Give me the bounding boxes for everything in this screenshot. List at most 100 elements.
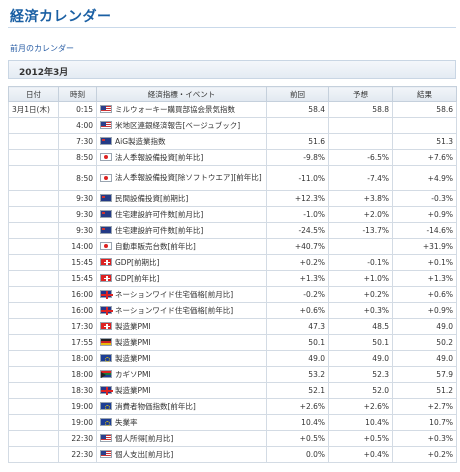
header-date[interactable]: 日付 (8, 86, 59, 102)
event-name[interactable]: 住宅建設許可件数[前年比] (115, 226, 204, 235)
time-cell: 22:30 (58, 446, 97, 463)
result-value: +0.3% (392, 430, 457, 447)
date-cell (8, 382, 59, 399)
header-event[interactable]: 経済指標・イベント (96, 86, 267, 102)
result-value: 49.0 (392, 318, 457, 335)
event-name[interactable]: ネーションワイド住宅価格[前年比] (115, 306, 234, 315)
header-forecast[interactable]: 予想 (328, 86, 393, 102)
result-value: +0.9% (392, 302, 457, 319)
result-value: 51.3 (392, 133, 457, 150)
previous-value: +2.6% (266, 398, 329, 415)
result-value: +0.1% (392, 254, 457, 271)
title-divider (8, 27, 456, 28)
table-row: 15:45 GDP[前期比] +0.2% -0.1% +0.1% (8, 254, 457, 271)
event-cell: 自動車販売台数[前年比] (96, 238, 267, 255)
event-cell: 個人所得[前月比] (96, 430, 267, 447)
result-value: 10.7% (392, 414, 457, 431)
table-row: 9:30 住宅建設許可件数[前月比] -1.0% +2.0% +0.9% (8, 206, 457, 223)
time-cell: 16:00 (58, 286, 97, 303)
forecast-value: +0.5% (328, 430, 393, 447)
previous-month-link[interactable]: 前月のカレンダー (10, 44, 74, 53)
previous-value: -0.2% (266, 286, 329, 303)
previous-value: -1.0% (266, 206, 329, 223)
header-previous[interactable]: 前回 (266, 86, 329, 102)
event-cell: 消費者物価指数[前年比] (96, 398, 267, 415)
date-cell (8, 206, 59, 223)
result-value: +0.2% (392, 446, 457, 463)
result-value: +1.3% (392, 270, 457, 287)
event-cell: GDP[前期比] (96, 254, 267, 271)
event-name[interactable]: 製造業PMI (115, 322, 151, 331)
time-cell: 9:30 (58, 222, 97, 239)
event-cell: 法人季報設備投資[前年比] (96, 149, 267, 166)
header-time[interactable]: 時刻 (58, 86, 97, 102)
event-cell: 個人支出[前月比] (96, 446, 267, 463)
event-name[interactable]: 米地区連銀経済報告[ベージュブック] (115, 121, 241, 130)
table-row: 16:00 ネーションワイド住宅価格[前月比] -0.2% +0.2% +0.6% (8, 286, 457, 303)
event-cell: 法人季報設備投資[除ソフトウエア][前年比] (96, 165, 267, 191)
table-row: 22:30 個人支出[前月比] 0.0% +0.4% +0.2% (8, 446, 457, 463)
date-cell (8, 165, 59, 191)
previous-value: +0.6% (266, 302, 329, 319)
event-name[interactable]: 自動車販売台数[前年比] (115, 242, 196, 251)
date-cell (8, 350, 59, 367)
event-name[interactable]: 製造業PMI (115, 338, 151, 347)
event-name[interactable]: 法人季報設備投資[前年比] (115, 153, 204, 162)
event-cell: 米地区連銀経済報告[ベージュブック] (96, 117, 267, 134)
time-cell: 19:00 (58, 414, 97, 431)
time-cell: 7:30 (58, 133, 97, 150)
event-cell: 失業率 (96, 414, 267, 431)
event-name[interactable]: 製造業PMI (115, 354, 151, 363)
previous-value: +0.2% (266, 254, 329, 271)
event-name[interactable]: 住宅建設許可件数[前月比] (115, 210, 204, 219)
date-cell: 3月1日(木) (8, 101, 59, 118)
event-name[interactable]: 個人所得[前月比] (115, 434, 174, 443)
event-cell: 製造業PMI (96, 318, 267, 335)
uk-flag-icon (100, 306, 113, 315)
result-value: -0.3% (392, 190, 457, 207)
result-value: +2.7% (392, 398, 457, 415)
table-row: 8:50 法人季報設備投資[前年比] -9.8% -6.5% +7.6% (8, 149, 457, 166)
event-name[interactable]: ネーションワイド住宅価格[前月比] (115, 290, 234, 299)
table-row: 9:30 住宅建設許可件数[前年比] -24.5% -13.7% -14.6% (8, 222, 457, 239)
event-cell: 住宅建設許可件数[前年比] (96, 222, 267, 239)
month-label: 2012年3月 (19, 68, 69, 78)
forecast-value: 49.0 (328, 350, 393, 367)
event-name[interactable]: 民間設備投資[前期比] (115, 194, 189, 203)
table-row: 18:30 製造業PMI 52.1 52.0 51.2 (8, 382, 457, 399)
event-name[interactable]: 失業率 (115, 418, 138, 427)
table-row: 9:30 民間設備投資[前期比] +12.3% +3.8% -0.3% (8, 190, 457, 207)
time-cell: 15:45 (58, 254, 97, 271)
table-row: 4:00 米地区連銀経済報告[ベージュブック] (8, 117, 457, 134)
event-name[interactable]: 個人支出[前月比] (115, 450, 174, 459)
event-cell: 製造業PMI (96, 382, 267, 399)
event-cell: 製造業PMI (96, 334, 267, 351)
previous-value: +0.5% (266, 430, 329, 447)
table-row: 17:55 製造業PMI 50.1 50.1 50.2 (8, 334, 457, 351)
event-name[interactable]: AiG製造業指数 (115, 137, 166, 146)
forecast-value: +2.6% (328, 398, 393, 415)
forecast-value: -0.1% (328, 254, 393, 271)
japan-flag-icon (100, 153, 112, 161)
event-name[interactable]: 製造業PMI (115, 386, 151, 395)
event-cell: 住宅建設許可件数[前月比] (96, 206, 267, 223)
time-cell: 17:55 (58, 334, 97, 351)
date-cell (8, 270, 59, 287)
header-result[interactable]: 結果 (392, 86, 457, 102)
event-name[interactable]: GDP[前年比] (115, 274, 160, 283)
result-value: -14.6% (392, 222, 457, 239)
previous-value: 53.2 (266, 366, 329, 383)
time-cell: 14:00 (58, 238, 97, 255)
event-name[interactable]: カギソPMI (115, 370, 151, 379)
event-name[interactable]: 消費者物価指数[前年比] (115, 402, 196, 411)
australia-flag-icon (100, 194, 112, 202)
event-name[interactable]: GDP[前期比] (115, 258, 160, 267)
result-value: +31.9% (392, 238, 457, 255)
date-cell (8, 133, 59, 150)
date-cell (8, 430, 59, 447)
event-cell: GDP[前年比] (96, 270, 267, 287)
event-name[interactable]: ミルウォーキー購買部協会景気指数 (115, 105, 235, 114)
forecast-value: 48.5 (328, 318, 393, 335)
event-name[interactable]: 法人季報設備投資[除ソフトウエア][前年比] (115, 173, 262, 182)
date-cell (8, 414, 59, 431)
